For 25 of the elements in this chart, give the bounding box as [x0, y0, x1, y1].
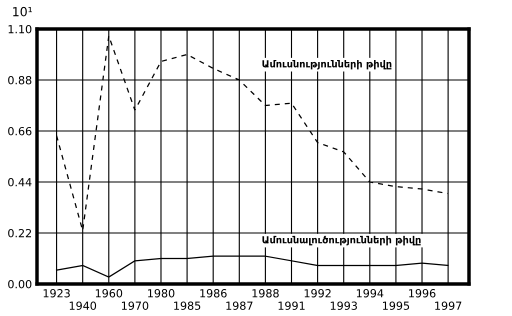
y-tick-label: 0.44	[8, 178, 32, 186]
y-tick-label: 0.00	[8, 280, 32, 288]
x-tick-label: 1988	[252, 289, 279, 298]
x-tick-label: 1991	[278, 302, 305, 310]
x-tick-label: 1987	[226, 302, 252, 310]
x-tick-label: 1992	[304, 289, 331, 298]
x-tick-label: 1970	[122, 302, 148, 310]
x-tick-label: 1996	[409, 289, 436, 298]
x-tick-label: 1994	[356, 289, 384, 298]
text: Ամուսնությունների թիվը	[262, 60, 392, 70]
y-tick-label: 0.88	[8, 76, 32, 84]
y-tick-label: 1.10	[8, 24, 32, 34]
x-tick-label: 1980	[148, 289, 174, 298]
y-tick-label: 0.66	[8, 126, 32, 136]
x-tick-label: 1993	[330, 302, 357, 310]
x-tick-label: 1923	[44, 289, 70, 298]
x-tick-label: 1940	[70, 302, 96, 310]
x-tick-label: 1985	[174, 302, 200, 310]
y-tick-label: 0.22	[8, 228, 32, 238]
y-axis-title: 10¹	[13, 6, 32, 16]
x-tick-label: 1995	[382, 302, 410, 310]
series-label: Ամուսնալուծությունների թիվը	[262, 236, 421, 246]
x-tick-label: 1960	[96, 289, 122, 298]
x-tick-label: 1997	[435, 302, 462, 310]
x-tick-label: 1986	[200, 289, 227, 298]
